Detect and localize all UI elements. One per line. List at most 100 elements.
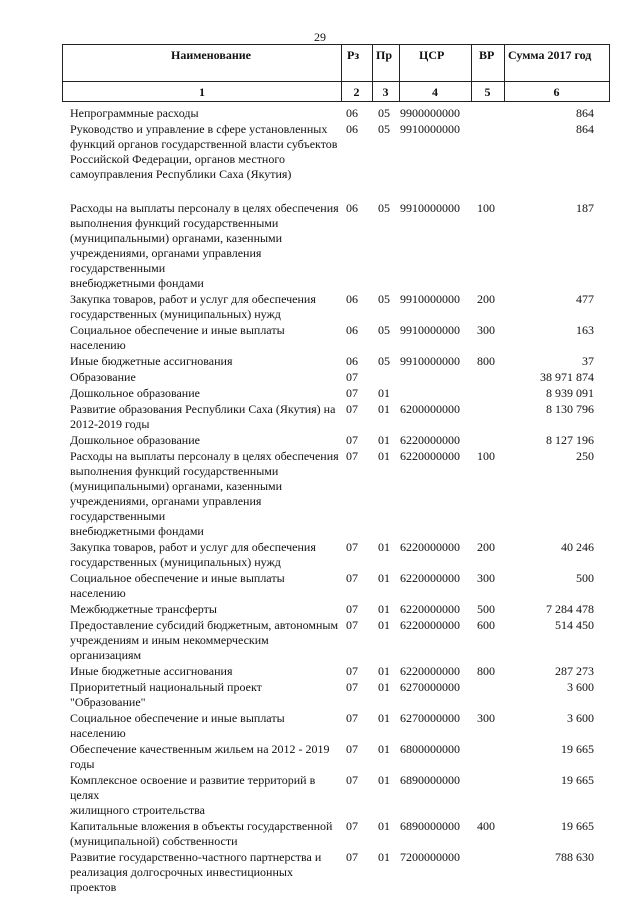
table-row: Развитие государственно-частного партнер… <box>70 850 600 895</box>
row-pr: 01 <box>378 540 390 554</box>
row-vr: 200 <box>477 540 495 554</box>
row-name: Дошкольное образование <box>70 386 200 400</box>
row-name: Иные бюджетные ассигнования <box>70 354 233 368</box>
row-name: Приоритетный национальный проект "Образо… <box>70 680 265 709</box>
column-divider <box>471 45 472 101</box>
row-csr: 6270000000 <box>400 680 460 694</box>
row-rz: 06 <box>346 323 358 337</box>
row-name: Образование <box>70 370 136 384</box>
row-pr: 01 <box>378 402 390 416</box>
row-sum: 3 600 <box>567 680 594 694</box>
table-row: Социальное обеспечение и иные выплаты на… <box>70 711 600 741</box>
row-csr: 6220000000 <box>400 540 460 554</box>
row-name: Межбюджетные трансферты <box>70 602 217 616</box>
row-name: Социальное обеспечение и иные выплаты на… <box>70 711 288 740</box>
row-sum: 864 <box>576 122 594 136</box>
row-name: Развитие образования Республики Саха (Як… <box>70 402 336 431</box>
row-name: Комплексное освоение и развитие территор… <box>70 773 316 817</box>
row-pr: 01 <box>378 742 390 756</box>
row-pr: 01 <box>378 850 390 864</box>
row-pr: 01 <box>378 664 390 678</box>
table-row: Социальное обеспечение и иные выплаты на… <box>70 323 600 353</box>
row-csr: 6890000000 <box>400 819 460 833</box>
row-vr: 300 <box>477 571 495 585</box>
row-sum: 250 <box>576 449 594 463</box>
row-sum: 40 246 <box>561 540 594 554</box>
row-sum: 187 <box>576 201 594 215</box>
row-name: Обеспечение качественным жильем на 2012 … <box>70 742 333 771</box>
table-row: Закупка товаров, работ и услуг для обесп… <box>70 540 600 570</box>
row-sum: 7 284 478 <box>546 602 594 616</box>
row-pr: 01 <box>378 711 390 725</box>
row-sum: 8 939 091 <box>546 386 594 400</box>
header-num-5: 5 <box>484 85 491 99</box>
table-row: Иные бюджетные ассигнования 07 01 622000000… <box>70 664 600 679</box>
row-rz: 07 <box>346 386 358 400</box>
row-pr: 01 <box>378 618 390 632</box>
row-vr: 100 <box>477 201 495 215</box>
row-rz: 07 <box>346 449 358 463</box>
row-csr: 6890000000 <box>400 773 460 787</box>
table-row: Предоставление субсидий бюджетным, автон… <box>70 618 600 663</box>
row-name: Расходы на выплаты персоналу в целях обе… <box>70 449 339 538</box>
header-num-1: 1 <box>199 85 205 99</box>
row-vr: 600 <box>477 618 495 632</box>
row-rz: 06 <box>346 122 358 136</box>
row-pr: 01 <box>378 386 390 400</box>
row-pr: 01 <box>378 773 390 787</box>
header-vr: ВР <box>479 48 495 62</box>
row-sum: 38 971 874 <box>540 370 594 384</box>
row-vr: 800 <box>477 354 495 368</box>
row-csr: 6220000000 <box>400 664 460 678</box>
header-num-4: 4 <box>432 85 438 99</box>
row-csr: 6220000000 <box>400 618 460 632</box>
row-csr: 9910000000 <box>400 201 460 215</box>
row-sum: 788 630 <box>555 850 594 864</box>
row-rz: 07 <box>346 433 358 447</box>
row-pr: 01 <box>378 433 390 447</box>
row-name: Капитальные вложения в объекты государст… <box>70 819 333 848</box>
row-rz: 07 <box>346 370 358 384</box>
row-sum: 19 665 <box>561 742 594 756</box>
row-name: Развитие государственно-частного партнер… <box>70 850 322 894</box>
table-row: Дошкольное образование 07 01 6220000000 8 12… <box>70 433 600 448</box>
row-rz: 07 <box>346 742 358 756</box>
row-name: Закупка товаров, работ и услуг для обесп… <box>70 292 316 321</box>
row-csr: 9910000000 <box>400 354 460 368</box>
row-rz: 07 <box>346 664 358 678</box>
column-divider <box>399 45 400 101</box>
row-rz: 06 <box>346 292 358 306</box>
row-name: Иные бюджетные ассигнования <box>70 664 233 678</box>
row-pr: 01 <box>378 571 390 585</box>
row-pr: 01 <box>378 819 390 833</box>
table-row: Расходы на выплаты персоналу в целях обе… <box>70 449 600 539</box>
row-rz: 06 <box>346 106 358 120</box>
table-row: Обеспечение качественным жильем на 2012 … <box>70 742 600 772</box>
row-sum: 514 450 <box>555 618 594 632</box>
row-pr: 05 <box>378 106 390 120</box>
table-row: Приоритетный национальный проект "Образо… <box>70 680 600 710</box>
row-csr: 6220000000 <box>400 571 460 585</box>
header-num-6: 6 <box>553 85 560 99</box>
row-name: Закупка товаров, работ и услуг для обесп… <box>70 540 316 569</box>
column-divider <box>504 45 505 101</box>
table-row: Капитальные вложения в объекты государст… <box>70 819 600 849</box>
row-sum: 8 130 796 <box>546 402 594 416</box>
row-csr: 6270000000 <box>400 711 460 725</box>
row-vr: 800 <box>477 664 495 678</box>
page-number: 29 <box>314 30 326 44</box>
row-pr: 01 <box>378 602 390 616</box>
row-sum: 19 665 <box>561 773 594 787</box>
row-name: Непрограммные расходы <box>70 106 199 120</box>
header-rz: Рз <box>347 48 360 62</box>
row-csr: 9900000000 <box>400 106 460 120</box>
row-rz: 07 <box>346 850 358 864</box>
row-rz: 07 <box>346 773 358 787</box>
row-csr: 6200000000 <box>400 402 460 416</box>
row-vr: 300 <box>477 711 495 725</box>
row-csr: 6800000000 <box>400 742 460 756</box>
header-pr: Пр <box>376 48 393 62</box>
row-name: Руководство и управление в сфере установ… <box>70 122 338 181</box>
table-row: Образование 07 38 971 874 <box>70 370 600 385</box>
table-row: Межбюджетные трансферты 07 01 6220000000 500… <box>70 602 600 617</box>
